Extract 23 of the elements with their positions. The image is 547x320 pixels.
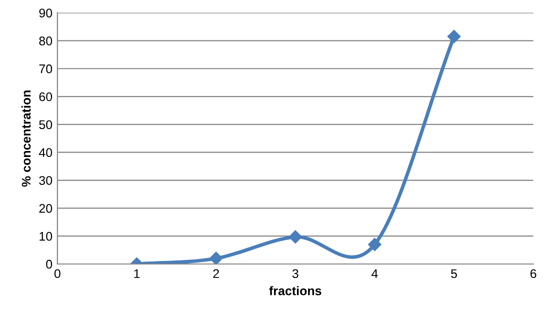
y-tick-label: 90	[39, 8, 52, 18]
y-tick-label: 80	[39, 36, 52, 46]
x-tick-label: 2	[213, 269, 219, 278]
point	[447, 30, 461, 44]
x-tick-label: 1	[134, 269, 140, 278]
y-tick-label: 20	[39, 204, 52, 213]
y-tick-label: 0	[46, 260, 52, 269]
y-tick-label: 60	[39, 92, 52, 102]
point	[209, 252, 223, 264]
y-axis-title: % concentration	[21, 90, 31, 187]
x-tick-label: 0	[54, 269, 60, 278]
x-tick-label: 4	[372, 269, 378, 278]
x-tick-label: 6	[530, 269, 536, 278]
x-axis-title: fractions	[269, 286, 322, 296]
x-tick-label: 3	[292, 269, 298, 278]
x-tick-label: 5	[451, 269, 457, 278]
y-tick-label: 30	[39, 176, 52, 185]
y-tick-label: 10	[40, 232, 52, 241]
y-tick-label: 50	[39, 120, 52, 130]
y-tick-label: 70	[39, 64, 52, 74]
y-tick-label: 40	[38, 148, 52, 158]
point	[288, 230, 302, 244]
point	[368, 238, 382, 252]
